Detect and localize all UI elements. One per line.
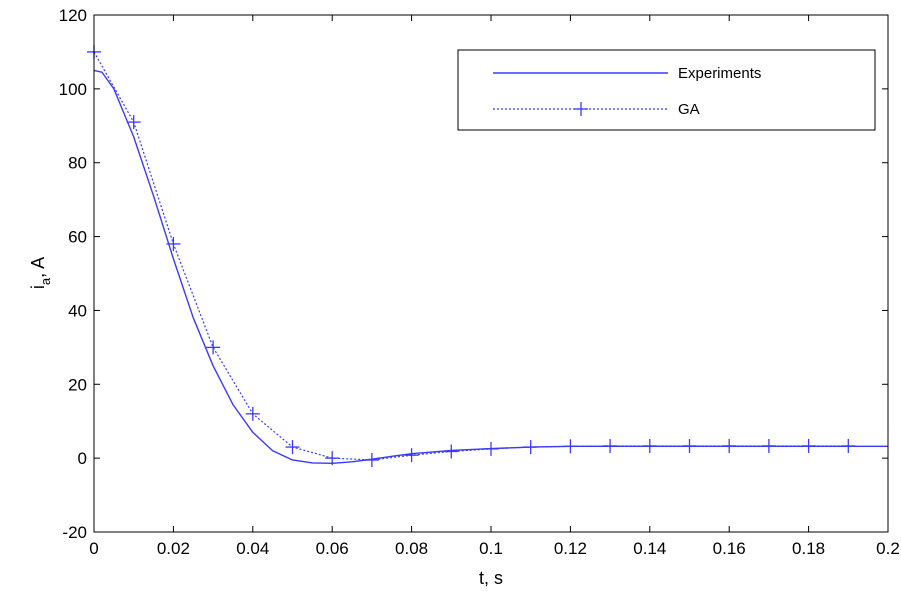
- y-tick-label: 20: [68, 375, 87, 394]
- series-layer: [87, 44, 888, 467]
- legend-ga-label: GA: [678, 101, 700, 118]
- x-tick-label: 0.1: [479, 539, 503, 558]
- x-tick-label: 0.16: [713, 539, 746, 558]
- data-point: [126, 115, 141, 130]
- data-point: [285, 440, 300, 455]
- x-tick-label: 0.08: [395, 539, 428, 558]
- y-tick-label: 80: [68, 154, 87, 173]
- data-point: [404, 448, 419, 463]
- data-point: [801, 438, 816, 453]
- data-point: [484, 441, 498, 456]
- y-tick-label: 60: [68, 228, 87, 247]
- y-axis-label-main: i: [28, 285, 48, 289]
- data-point: [761, 438, 776, 453]
- y-axis-label: ia, A: [28, 257, 53, 289]
- data-point: [722, 438, 737, 453]
- legend-experiments-label: Experiments: [678, 65, 761, 82]
- series-ga: [87, 44, 856, 467]
- data-point: [603, 438, 618, 453]
- data-point: [444, 444, 459, 459]
- legend-ga-marker: [574, 102, 588, 116]
- y-axis-label-unit: , A: [28, 257, 48, 278]
- y-tick-label: 0: [78, 449, 87, 468]
- svg-text:ia, A: ia, A: [28, 257, 53, 289]
- data-point: [325, 451, 340, 466]
- y-tick-label: 100: [59, 80, 87, 99]
- data-point: [206, 340, 221, 355]
- x-tick-label: 0.06: [316, 539, 349, 558]
- x-tick-label: 0.2: [876, 539, 900, 558]
- data-point: [642, 438, 657, 453]
- ticks-layer: 0 0.02 0.04 0.06 0.08 0.1 0.12 0.14 0.16 0.18 0.2 -…: [59, 6, 900, 558]
- data-point: [523, 440, 538, 455]
- y-tick-label: 40: [68, 301, 87, 320]
- y-axis-label-subscript: a: [38, 277, 53, 285]
- x-tick-label: 0: [89, 539, 98, 558]
- data-point: [682, 438, 697, 453]
- data-point: [364, 452, 379, 467]
- data-point: [245, 406, 260, 421]
- x-tick-label: 0.18: [792, 539, 825, 558]
- x-tick-label: 0.12: [554, 539, 587, 558]
- x-tick-label: 0.14: [633, 539, 666, 558]
- legend-box: [457, 49, 876, 131]
- legend: Experiments GA: [457, 49, 876, 131]
- data-point: [563, 439, 578, 454]
- x-tick-label: 0.04: [236, 539, 269, 558]
- y-tick-label: 120: [59, 6, 87, 25]
- x-axis-label: t, s: [479, 568, 503, 588]
- data-point: [841, 438, 856, 453]
- plot-frame: [93, 14, 889, 533]
- data-point: [166, 236, 181, 251]
- x-tick-label: 0.02: [157, 539, 190, 558]
- y-tick-label: -20: [62, 523, 87, 542]
